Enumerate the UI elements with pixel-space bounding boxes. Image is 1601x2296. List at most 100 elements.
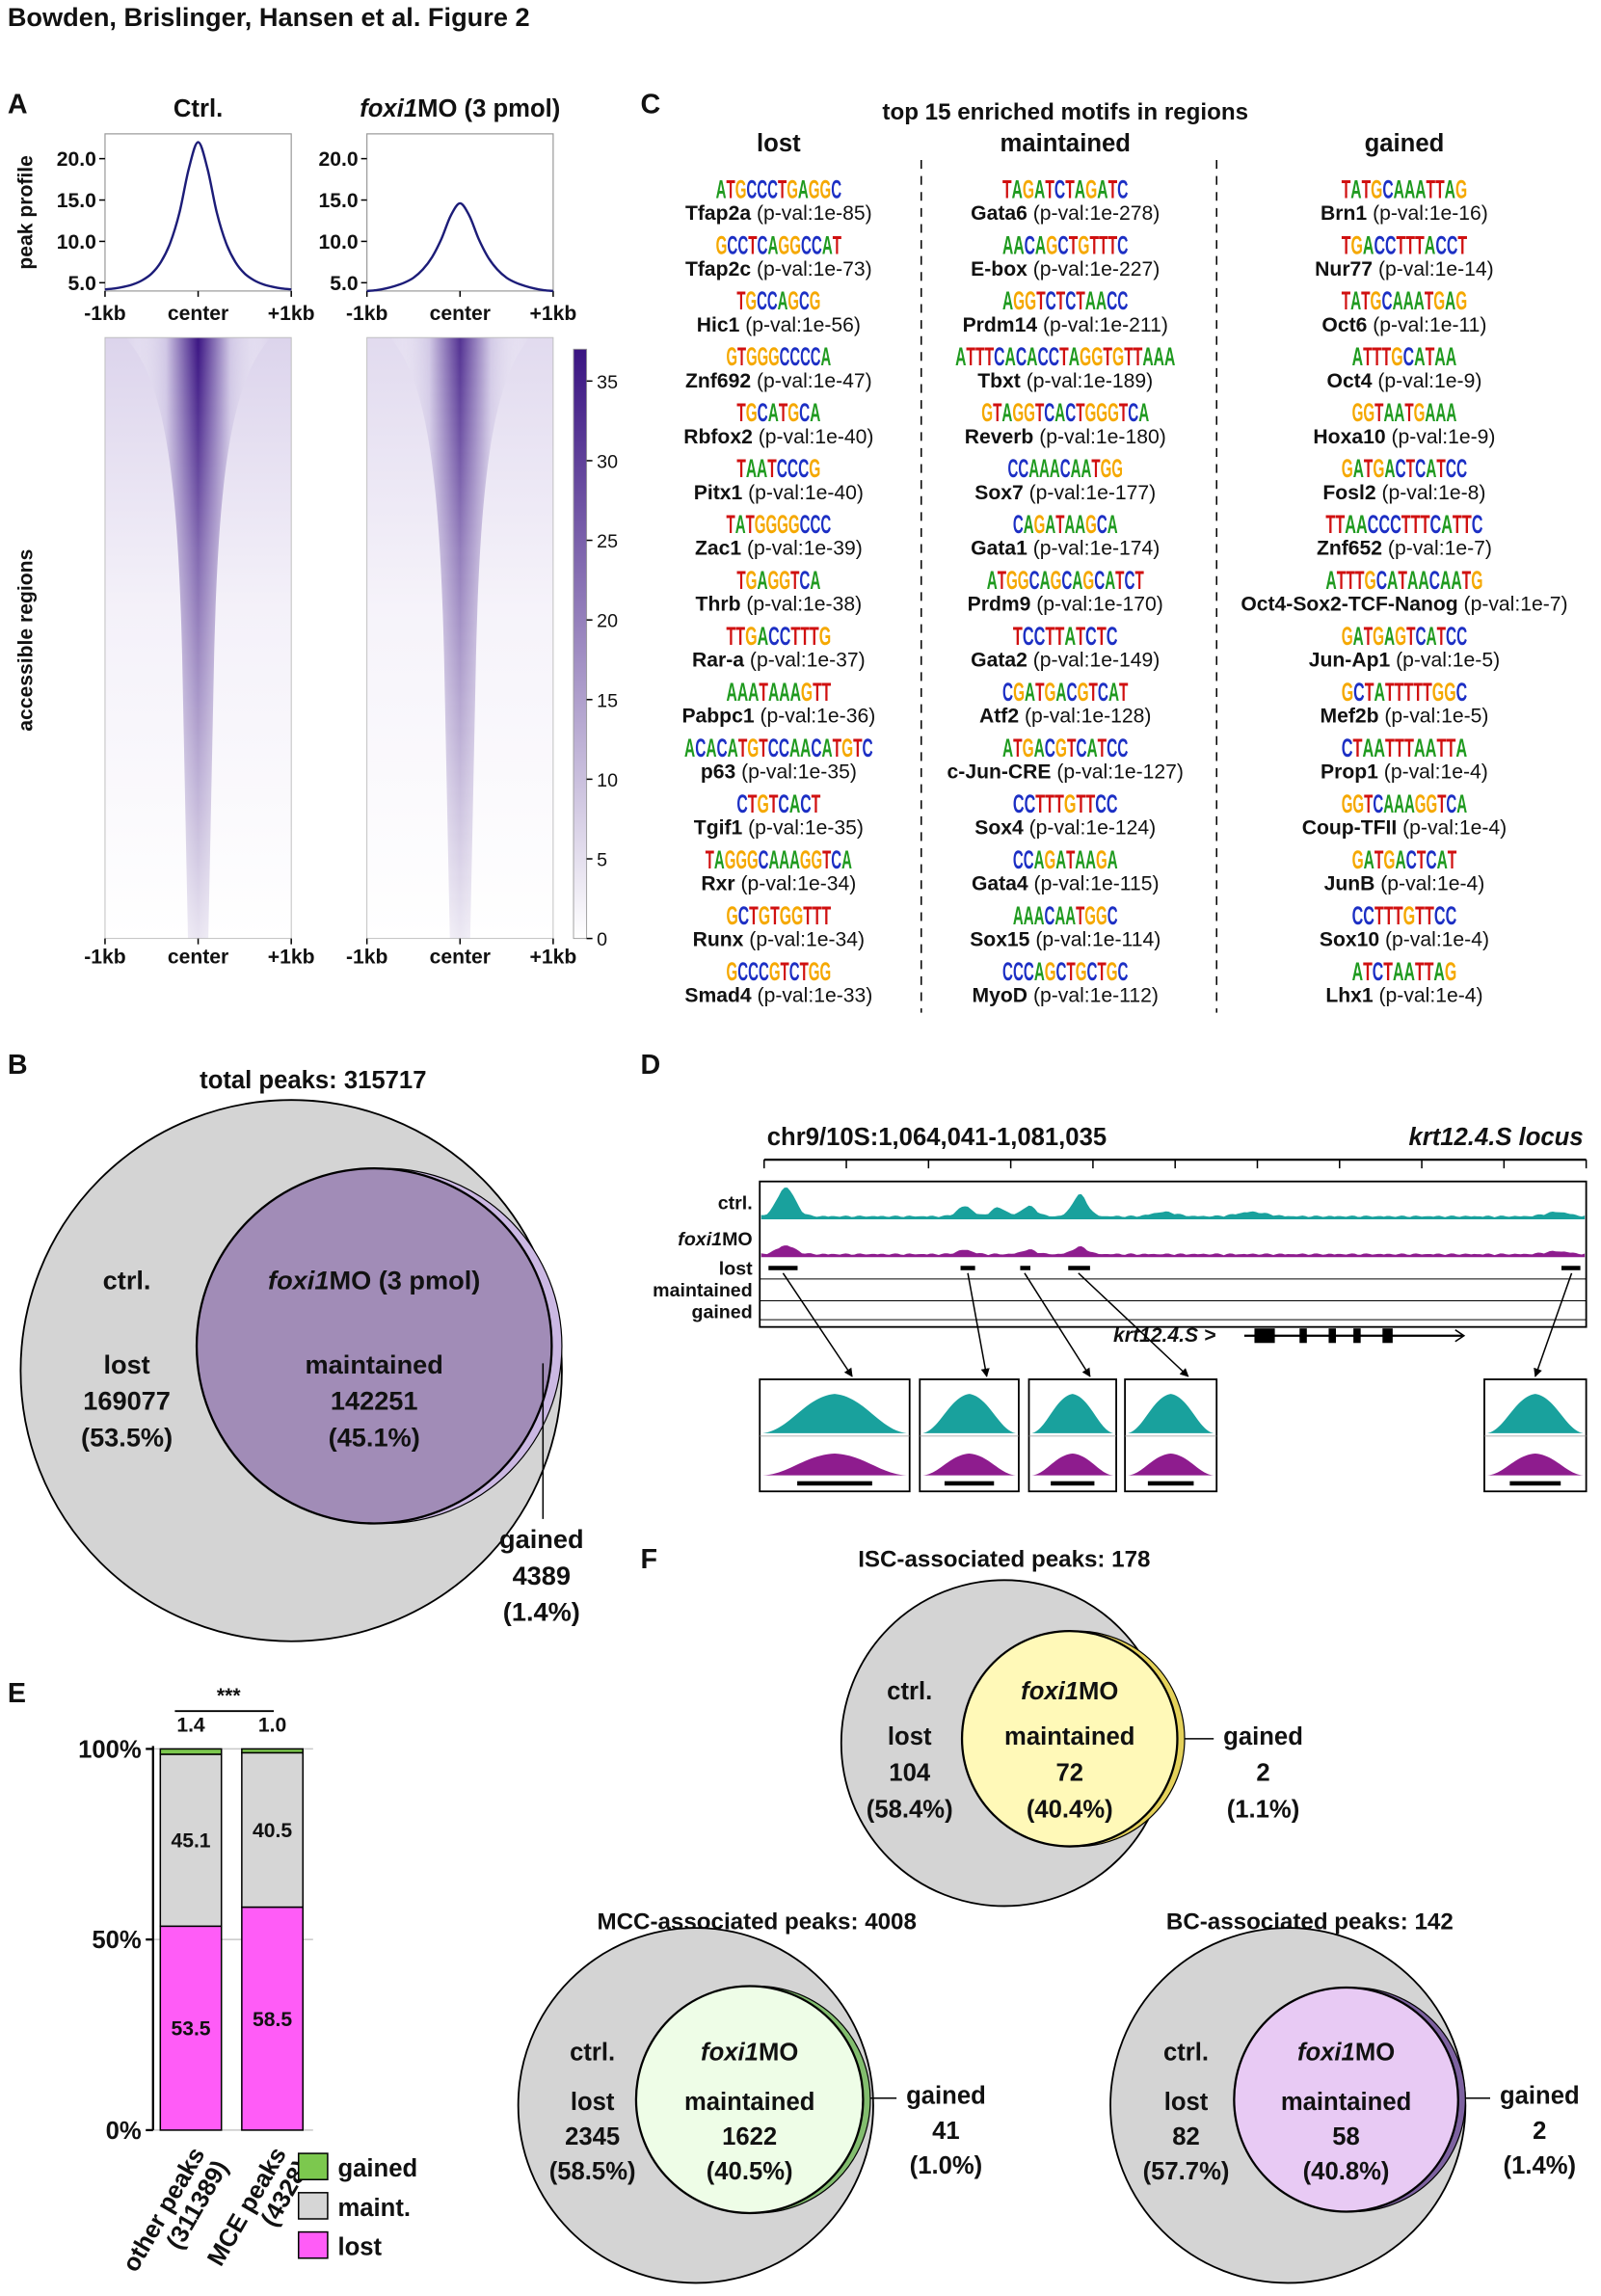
label-part: foxi1 <box>678 1229 722 1250</box>
exon <box>1254 1328 1275 1344</box>
motif-logo: CAGATAAGCA <box>1013 509 1118 539</box>
motif-label: Gata2 (p-val:1e-149) <box>971 650 1160 672</box>
venn-text: (1.4%) <box>1504 2152 1577 2179</box>
motif-logo: ATTTGCATAA <box>1352 341 1457 371</box>
motif-logo: GCCCGTCTGG <box>727 956 832 986</box>
venn-text: (1.0%) <box>910 2152 983 2179</box>
motif-label: Brn1 (p-val:1e-16) <box>1321 202 1488 225</box>
venn-text: (58.5%) <box>549 2158 636 2185</box>
bar-segment <box>159 1753 223 1928</box>
motif-name: Fosl2 <box>1322 482 1375 504</box>
zoom-arrow <box>1534 1272 1573 1377</box>
colorbar-tick-label: 35 <box>597 372 618 393</box>
venn-text: ctrl. <box>570 2039 615 2066</box>
motif-name: Prop1 <box>1321 761 1378 784</box>
exon <box>1299 1328 1307 1344</box>
x-tick-label: +1kb <box>530 303 577 325</box>
gene-label: krt12.4.S > <box>1113 1324 1215 1347</box>
motif-logo: AACAGCTGTTTC <box>1002 229 1128 259</box>
motif-label: Oct6 (p-val:1e-11) <box>1321 314 1486 336</box>
x-tick-label: center <box>168 303 228 325</box>
venn-text: 104 <box>889 1760 931 1787</box>
motif-name: Gata1 <box>971 538 1027 560</box>
x-tick-label: -1kb <box>346 303 388 325</box>
motif-logo: TTAACCCTTTCATTC <box>1325 509 1482 539</box>
venn-foxi <box>634 1985 865 2215</box>
motif-logo: TAGGGCAAAGGTCA <box>706 844 852 874</box>
colorbar-tick-label: 15 <box>597 690 618 711</box>
motif-name: MyoD <box>973 984 1028 1006</box>
motif-name: JunB <box>1324 873 1375 895</box>
motif-logo: TCCTTATCTC <box>1013 621 1118 651</box>
strand-arrow <box>1454 1329 1466 1343</box>
exon <box>1328 1328 1336 1344</box>
motif-label: Rbfox2 (p-val:1e-40) <box>683 426 873 448</box>
motif-logo: GCTATTTTTGGC <box>1342 677 1467 707</box>
motif-pval: (p-val:1e-7) <box>1464 594 1568 616</box>
title-part: foxi1 <box>360 95 417 122</box>
lost-region <box>768 1266 798 1270</box>
motif-logo: AAACAATGGC <box>1013 900 1118 930</box>
locus-label: krt12.4.S locus <box>1408 1124 1583 1151</box>
motif-name: Coup-TFII <box>1302 817 1398 840</box>
zoom-region <box>1051 1481 1095 1486</box>
motif-pval: (p-val:1e-38) <box>746 594 862 616</box>
motif-label: Zac1 (p-val:1e-39) <box>695 538 863 560</box>
motif-label: Rxr (p-val:1e-34) <box>701 873 856 895</box>
colorbar-tick-label: 5 <box>597 850 607 871</box>
motif-name: Rar-a <box>692 650 744 672</box>
venn-text: maintained <box>684 2089 814 2116</box>
panel-title: top 15 enriched motifs in regions <box>882 99 1248 125</box>
panel-label: F <box>640 1544 657 1575</box>
motif-pval: (p-val:1e-40) <box>748 482 864 504</box>
motif-pval: (p-val:1e-128) <box>1025 706 1152 728</box>
venn-text: (1.1%) <box>1227 1796 1300 1823</box>
legend-label: gained <box>337 2155 417 2182</box>
motif-pval: (p-val:1e-177) <box>1029 482 1157 504</box>
motif-pval: (p-val:1e-56) <box>745 314 861 336</box>
motif-name: Oct4-Sox2-TCF-Nanog <box>1241 594 1457 616</box>
motif-name: Tgif1 <box>694 817 743 840</box>
label-part: MO <box>722 1229 753 1250</box>
data-label: 58.5 <box>253 2009 292 2031</box>
lost-region <box>960 1266 975 1270</box>
plot-title: foxi1MO (3 pmol) <box>360 95 560 122</box>
motif-label: Prdm14 (p-val:1e-211) <box>963 314 1168 336</box>
label-part: MO <box>1355 2039 1395 2066</box>
motif-name: Oct6 <box>1321 314 1367 336</box>
x-tick-label: center <box>430 946 491 968</box>
motif-name: Tfap2c <box>685 258 751 280</box>
motif-label: Prdm9 (p-val:1e-170) <box>968 594 1163 616</box>
motif-pval: (p-val:1e-170) <box>1036 594 1163 616</box>
venn-text: ctrl. <box>887 1678 932 1705</box>
motif-logo: CTAATTTAATTA <box>1342 733 1467 762</box>
venn-text: (40.8%) <box>1303 2158 1390 2185</box>
x-tick-label: +1kb <box>268 303 315 325</box>
motif-name: Rbfox2 <box>683 426 753 448</box>
lost-region <box>1561 1266 1581 1270</box>
venn-title: MCC-associated peaks: 4008 <box>598 1909 917 1936</box>
motif-logo: TATGCAAATTAG <box>1342 174 1467 203</box>
motif-pval: (p-val:1e-5) <box>1384 706 1488 728</box>
motif-pval: (p-val:1e-174) <box>1033 538 1161 560</box>
motif-label: Oct4 (p-val:1e-9) <box>1327 370 1482 392</box>
motif-label: Jun-Ap1 (p-val:1e-5) <box>1309 650 1500 672</box>
bar-segment <box>241 1748 305 1754</box>
motif-logo: GATGAGTCATCC <box>1342 621 1467 651</box>
motif-label: Tfap2a (p-val:1e-85) <box>685 202 872 225</box>
motif-name: Tfap2a <box>685 202 751 225</box>
venn-text: foxi1MO <box>1021 1678 1118 1705</box>
gene-model <box>1243 1328 1466 1344</box>
zoom-foxi <box>1486 1453 1584 1476</box>
zoom-foxi <box>1031 1453 1114 1476</box>
y-axis-label: accessible regions <box>14 549 37 732</box>
y-tick-label: 20.0 <box>57 148 96 171</box>
motif-label: Hic1 (p-val:1e-56) <box>697 314 861 336</box>
panel-label: E <box>8 1678 26 1709</box>
bar-segment <box>241 1751 305 1909</box>
motif-logo: CCTTTGTTCC <box>1013 788 1118 818</box>
motif-name: Sox10 <box>1320 928 1379 950</box>
title-part: Ctrl. <box>173 95 223 122</box>
motif-pval: (p-val:1e-7) <box>1388 538 1492 560</box>
